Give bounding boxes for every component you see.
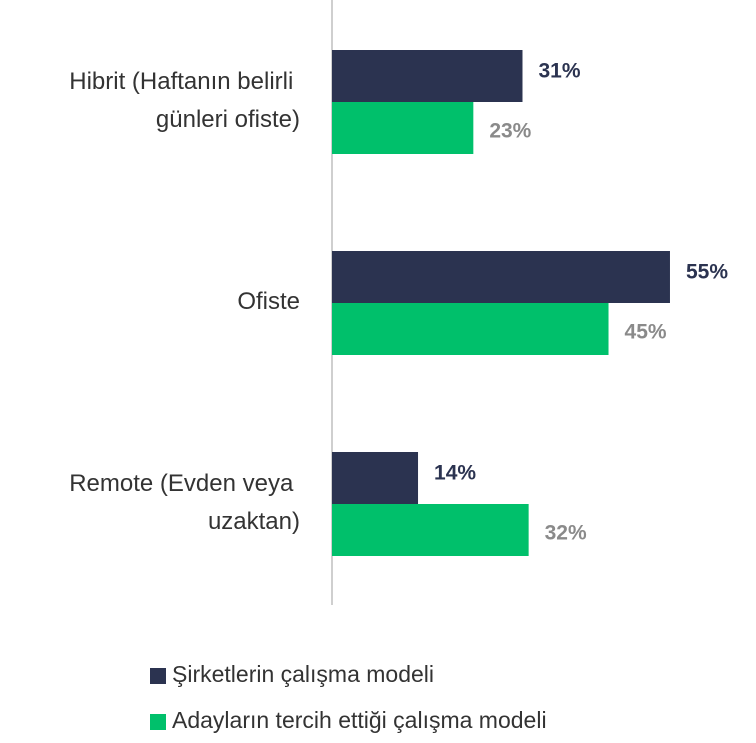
bar — [332, 504, 529, 556]
bar — [332, 303, 609, 355]
value-label: 14% — [434, 462, 476, 485]
category-label: Ofiste — [237, 288, 300, 315]
value-label: 55% — [686, 261, 728, 284]
value-label: 45% — [625, 321, 667, 344]
category-label: Remote (Evden veya uzaktan) — [69, 470, 300, 535]
legend-label: Adayların tercih ettiği çalışma modeli — [172, 707, 547, 733]
bar — [332, 251, 670, 303]
bar — [332, 452, 419, 504]
category-label: Hibrit (Haftanın belirli günleri ofiste) — [69, 68, 300, 133]
value-label: 31% — [538, 60, 580, 83]
bar — [332, 102, 474, 154]
value-label: 32% — [545, 522, 587, 545]
legend-swatch — [150, 668, 166, 684]
bar — [332, 50, 523, 102]
value-label: 23% — [489, 120, 531, 143]
legend-swatch — [150, 714, 166, 730]
legend-label: Şirketlerin çalışma modeli — [172, 661, 434, 687]
